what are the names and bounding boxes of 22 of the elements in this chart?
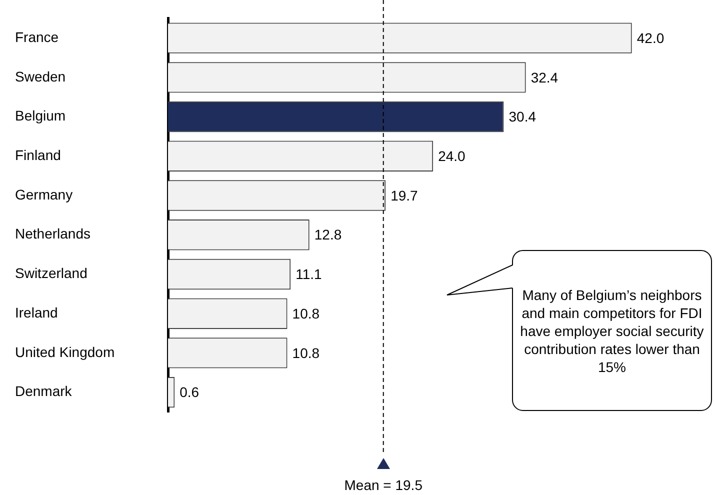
y-tick-label: Sweden bbox=[15, 68, 66, 84]
data-label: 10.8 bbox=[292, 305, 320, 322]
ref-line-label: Mean = 19.5 bbox=[344, 476, 423, 493]
y-tick-label: Switzerland bbox=[15, 265, 88, 282]
data-label: 32.4 bbox=[530, 69, 558, 86]
data-label: 42.0 bbox=[636, 30, 664, 46]
y-tick-label: Germany bbox=[15, 186, 73, 202]
data-label: 11.1 bbox=[296, 266, 322, 282]
y-tick-label: United Kingdom bbox=[15, 344, 115, 360]
data-label: 30.4 bbox=[508, 108, 536, 125]
y-tick-label: Finland bbox=[15, 147, 61, 164]
y-tick-label: Denmark bbox=[15, 383, 73, 400]
data-label: 0.6 bbox=[180, 384, 200, 400]
y-tick-label: Netherlands bbox=[15, 226, 90, 242]
data-label: 24.0 bbox=[438, 148, 466, 164]
data-label: 12.8 bbox=[314, 226, 342, 243]
y-tick-label: Belgium bbox=[15, 108, 66, 124]
data-label: 19.7 bbox=[390, 187, 418, 204]
data-label: 10.8 bbox=[292, 344, 320, 361]
y-tick-label: Ireland bbox=[15, 304, 58, 320]
annotation: Many of Belgium’s neighbors and main competitors for FDI have employer social security contribution rates lower than 15% bbox=[512, 250, 712, 411]
y-tick-label: France bbox=[15, 28, 59, 45]
